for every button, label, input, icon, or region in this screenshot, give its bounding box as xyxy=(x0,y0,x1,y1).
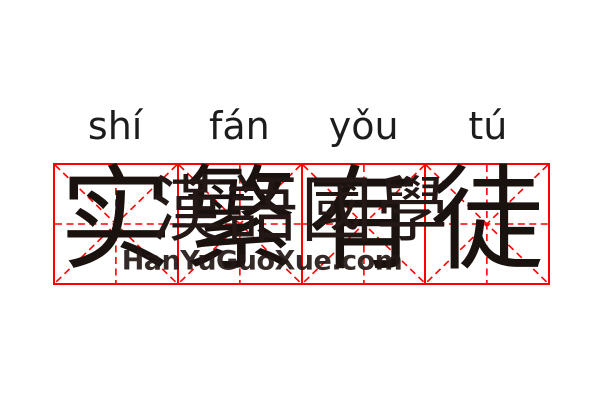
character-grid: 实 繁 有 xyxy=(53,163,550,285)
watermark-hanzi: 漢語國學 xyxy=(150,171,452,251)
mizige-guide-lines xyxy=(55,165,177,283)
mizige-guide-lines xyxy=(302,165,425,283)
hanzi-character-1: 实 xyxy=(59,159,173,285)
hanzi-character-2: 繁 xyxy=(183,159,297,285)
pinyin-syllable-1: shí xyxy=(87,104,143,148)
mizige-cell-1: 实 xyxy=(55,165,179,283)
pinyin-syllable-4: tú xyxy=(468,104,508,148)
mizige-guide-lines xyxy=(426,165,548,283)
mizige-cell-4: 徒 xyxy=(426,165,548,283)
hanzi-character-3: 有 xyxy=(306,159,420,285)
pinyin-row: shí fán yǒu tú xyxy=(53,103,550,149)
hanzi-character-4: 徒 xyxy=(430,159,544,285)
watermark-site: HanYuGuoXue.com xyxy=(121,245,403,277)
pinyin-syllable-2: fán xyxy=(209,104,270,148)
mizige-guide-lines xyxy=(178,165,301,283)
pinyin-syllable-3: yǒu xyxy=(328,104,399,148)
mizige-cell-3: 有 xyxy=(302,159,427,285)
mizige-cell-2: 繁 xyxy=(178,159,303,285)
